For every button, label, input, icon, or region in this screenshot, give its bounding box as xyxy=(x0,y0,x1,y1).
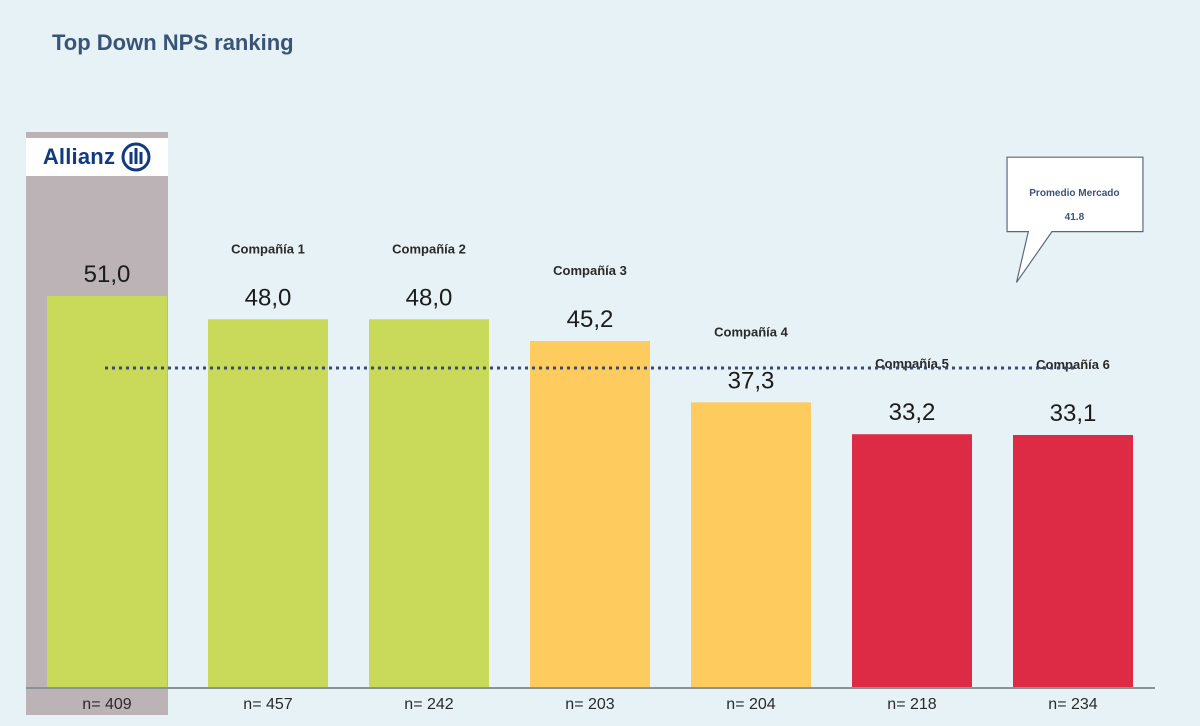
value-label: 48,0 xyxy=(406,284,453,311)
value-label: 33,1 xyxy=(1050,400,1097,427)
sample-size-label: n= 203 xyxy=(565,696,614,713)
category-label: Compañía 6 xyxy=(1036,357,1110,372)
allianz-logo: Allianz xyxy=(26,138,168,176)
value-label: 45,2 xyxy=(567,306,614,333)
bar-compania-6 xyxy=(1013,435,1133,688)
value-label: 37,3 xyxy=(728,367,775,394)
sample-size-label: n= 204 xyxy=(726,696,775,713)
sample-size-label: n= 409 xyxy=(82,696,131,713)
bar-compania-4 xyxy=(691,402,811,688)
category-label: Compañía 3 xyxy=(553,263,627,278)
sample-size-label: n= 457 xyxy=(243,696,292,713)
bar-compania-1 xyxy=(208,319,328,688)
bar-compania-2 xyxy=(369,319,489,688)
value-label: 48,0 xyxy=(245,284,292,311)
callout-value: 41.8 xyxy=(1065,212,1085,223)
sample-size-label: n= 218 xyxy=(887,696,936,713)
bar-compania-3 xyxy=(530,341,650,688)
allianz-eagle-icon xyxy=(121,142,151,172)
category-label: Compañía 5 xyxy=(875,356,949,371)
callout-label: Promedio Mercado xyxy=(1029,188,1119,199)
value-label: 51,0 xyxy=(84,261,131,288)
value-label: 33,2 xyxy=(889,399,936,426)
chart-title: Top Down NPS ranking xyxy=(52,30,294,55)
sample-size-label: n= 242 xyxy=(404,696,453,713)
category-label: Compañía 2 xyxy=(392,241,466,256)
category-label: Compañía 1 xyxy=(231,241,305,256)
bar-allianz xyxy=(47,296,167,688)
callout-shape xyxy=(1006,156,1144,283)
average-callout: Promedio Mercado 41.8 xyxy=(1006,156,1144,283)
allianz-brand-text: Allianz xyxy=(42,144,116,169)
bar-compania-5 xyxy=(852,434,972,688)
category-label: Compañía 4 xyxy=(714,324,788,339)
sample-size-label: n= 234 xyxy=(1048,696,1097,713)
